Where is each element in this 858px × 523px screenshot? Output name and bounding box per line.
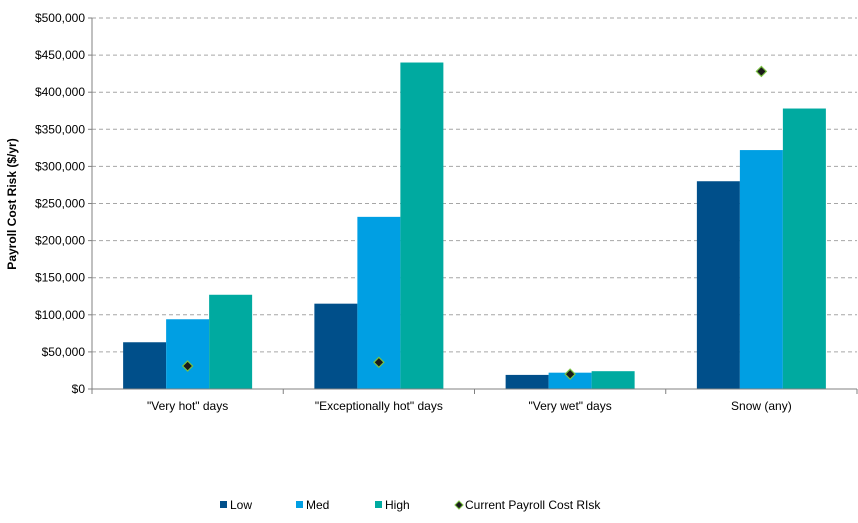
y-tick-label: $400,000 bbox=[35, 85, 85, 99]
x-tick-label: "Very hot" days bbox=[147, 399, 228, 413]
legend-item-low: Low bbox=[220, 498, 252, 512]
y-tick-label: $100,000 bbox=[35, 308, 85, 322]
y-tick-labels: $0 $50,000 $100,000 $150,000 $200,000 $250,00… bbox=[35, 11, 85, 396]
x-tick-labels: "Very hot" days "Exceptionally hot" days "… bbox=[147, 399, 792, 413]
bar-low-2 bbox=[505, 374, 549, 389]
y-tick-label: $300,000 bbox=[35, 159, 85, 173]
y-tick-label: $200,000 bbox=[35, 234, 85, 248]
y-tick-label: $250,000 bbox=[35, 197, 85, 211]
legend-swatch bbox=[375, 501, 382, 508]
bar-low-1 bbox=[314, 303, 358, 389]
legend-swatch bbox=[220, 501, 227, 508]
y-tick-label: $50,000 bbox=[42, 345, 86, 359]
bar-high-3 bbox=[782, 108, 826, 390]
legend-item-current-payroll-cost-risk: Current Payroll Cost RIsk bbox=[454, 498, 601, 512]
y-tick-label: $500,000 bbox=[35, 11, 85, 25]
x-tick-label: Snow (any) bbox=[731, 399, 792, 413]
current-risk-marker-3 bbox=[755, 65, 768, 78]
legend-label: High bbox=[385, 498, 410, 512]
y-tick-label: $450,000 bbox=[35, 48, 85, 62]
current-risk-marker-2 bbox=[564, 368, 576, 381]
legend-swatch bbox=[454, 500, 464, 510]
x-tick-label: "Very wet" days bbox=[529, 399, 612, 413]
bar-med-0 bbox=[166, 319, 210, 389]
x-tick-label: "Exceptionally hot" days bbox=[315, 399, 443, 413]
bar-low-3 bbox=[696, 181, 740, 389]
legend-label: Med bbox=[306, 498, 329, 512]
axis-layer bbox=[88, 17, 858, 394]
legend-swatch bbox=[296, 501, 303, 508]
y-tick-label: $0 bbox=[72, 382, 86, 396]
legend: Low Med High Current Payroll Cost RIsk bbox=[220, 498, 601, 512]
current-risk-marker-1 bbox=[373, 356, 385, 369]
current-risk-marker-0 bbox=[181, 360, 194, 372]
markers-layer bbox=[181, 65, 768, 381]
y-tick-label: $350,000 bbox=[35, 122, 85, 136]
legend-label: Current Payroll Cost RIsk bbox=[465, 498, 601, 512]
bars-layer bbox=[123, 62, 826, 390]
bar-high-2 bbox=[591, 371, 635, 389]
bar-high-0 bbox=[209, 294, 253, 389]
legend-item-high: High bbox=[375, 498, 410, 512]
bar-high-1 bbox=[400, 62, 444, 390]
bar-med-2 bbox=[548, 372, 592, 389]
y-axis-label: Payroll Cost Risk ($/yr) bbox=[5, 138, 19, 269]
legend-label: Low bbox=[230, 498, 252, 512]
legend-item-med: Med bbox=[296, 498, 329, 512]
y-tick-label: $150,000 bbox=[35, 271, 85, 285]
bar-low-0 bbox=[123, 342, 167, 389]
bar-med-3 bbox=[739, 150, 783, 389]
